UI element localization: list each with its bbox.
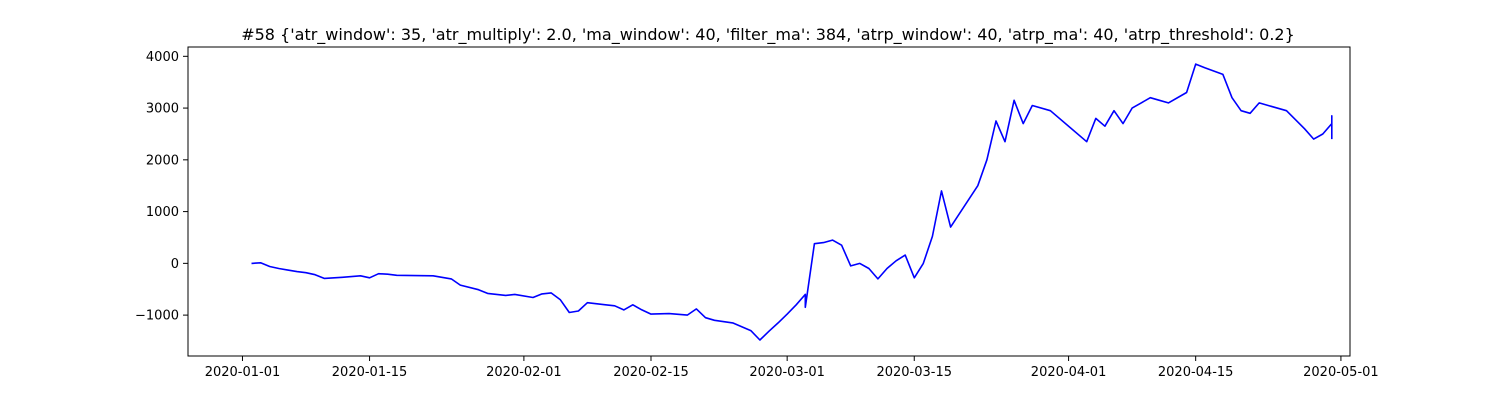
x-tick-label: 2020-04-15 bbox=[1158, 365, 1234, 380]
series-line-0 bbox=[251, 63, 1333, 341]
axes-layer: 2020-01-01 2020-01-15 2020-02-01 2020-02-15… bbox=[135, 46, 1379, 380]
x-tick-label: 2020-03-01 bbox=[749, 365, 825, 380]
x-tick-label: 2020-02-15 bbox=[613, 365, 689, 380]
x-tick-label: 2020-05-01 bbox=[1303, 365, 1379, 380]
series-layer bbox=[251, 63, 1333, 341]
plot-frame bbox=[187, 46, 1351, 357]
x-tick-label: 2020-01-01 bbox=[205, 365, 281, 380]
plot-background bbox=[188, 47, 1350, 356]
x-tick-label: 2020-02-01 bbox=[486, 365, 562, 380]
y-tick-label: 3000 bbox=[146, 102, 179, 117]
y-tick-label: 0 bbox=[171, 257, 179, 272]
y-tick-label: −1000 bbox=[135, 309, 179, 324]
y-tick-label: 1000 bbox=[146, 205, 179, 220]
plot-area bbox=[188, 47, 1350, 356]
y-tick-label: 2000 bbox=[146, 153, 179, 168]
chart-title: #58 {'atr_window': 35, 'atr_multiply': 2… bbox=[241, 25, 1295, 45]
x-tick-label: 2020-04-01 bbox=[1031, 365, 1107, 380]
x-tick-label: 2020-01-15 bbox=[332, 365, 408, 380]
y-tick-label: 4000 bbox=[146, 50, 179, 65]
x-tick-label: 2020-03-15 bbox=[876, 365, 952, 380]
